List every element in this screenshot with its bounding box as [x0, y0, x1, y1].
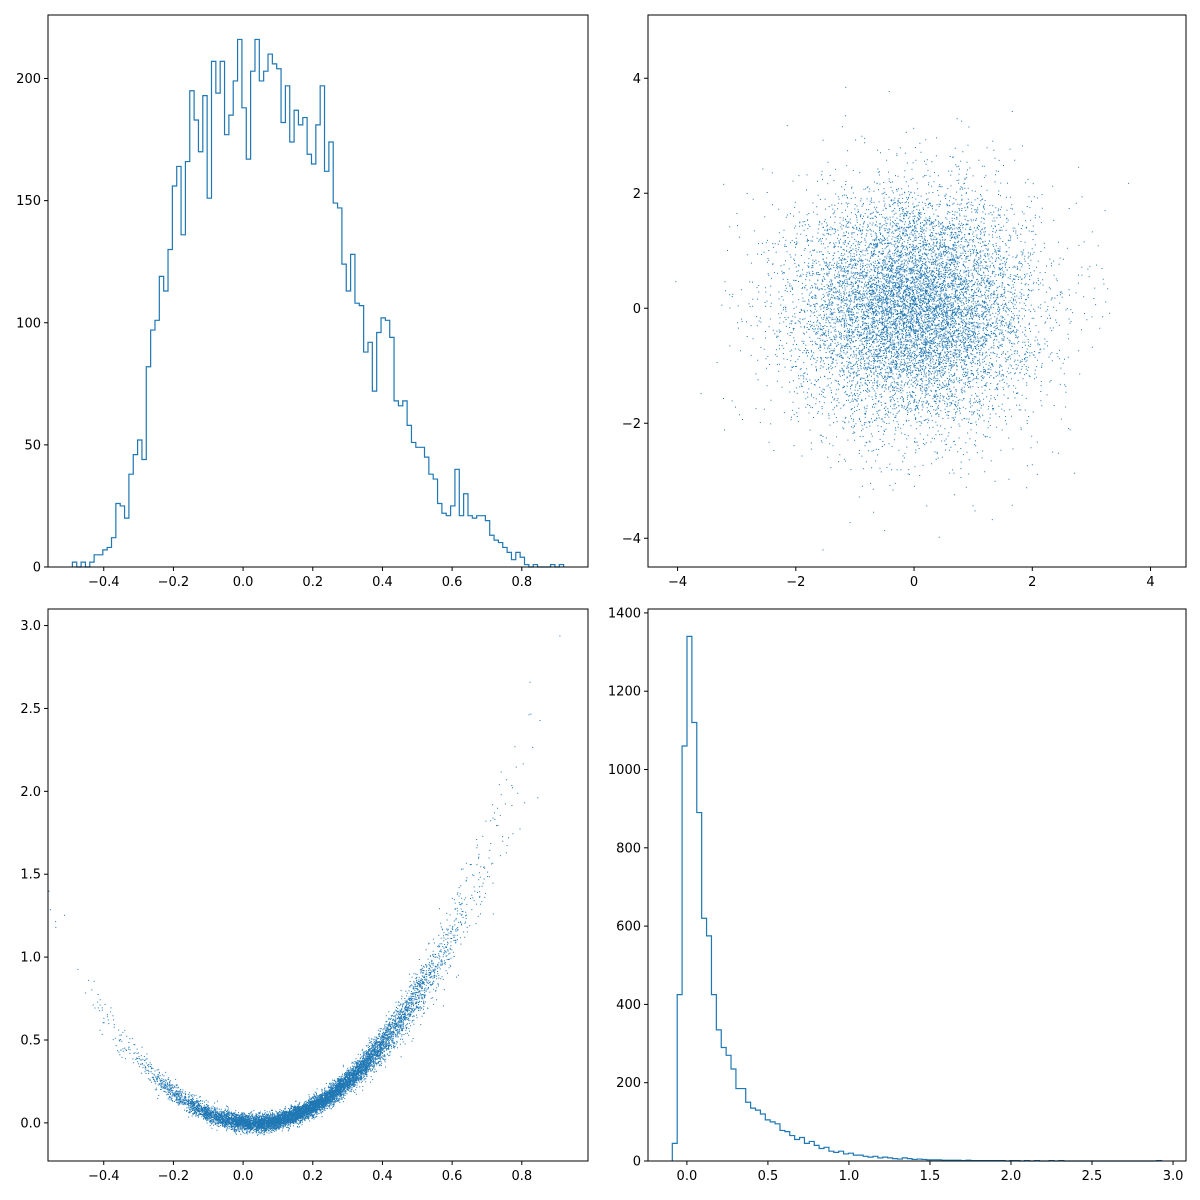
bottom-left-ytick-label: 1.0 — [20, 951, 41, 966]
top-left-xtick-label: 0.6 — [442, 575, 463, 590]
top-right-xtick-label: 2 — [1028, 575, 1036, 590]
bottom-right-axes-frame — [647, 608, 1187, 1162]
bottom-right-ytick-label: 1200 — [608, 685, 641, 700]
top-left-ytick-label: 0 — [33, 561, 41, 576]
top-right-ytick-label: −4 — [622, 532, 641, 547]
top-left-ytick-label: 200 — [16, 72, 41, 87]
bottom-right-ytick-label: 600 — [616, 920, 641, 935]
bottom-right-ytick-label: 1400 — [608, 606, 641, 621]
bottom-left-ytick-label: 2.0 — [20, 785, 41, 800]
top-left-ytick-label: 50 — [24, 438, 41, 453]
bottom-right-xtick-label: 2.0 — [1001, 1169, 1022, 1184]
top-right-ytick-label: 2 — [633, 187, 641, 202]
bottom-left-xtick-label: −0.4 — [88, 1169, 120, 1184]
top-right-scatter: −4 −2 0 2 4 −4 −2 0 2 4 — [622, 14, 1187, 590]
top-left-xtick-label: 0.8 — [511, 575, 532, 590]
top-right-xtick-label: −4 — [668, 575, 687, 590]
bottom-right-ytick-label: 0 — [633, 1155, 641, 1170]
bottom-right-xtick-label: 1.5 — [920, 1169, 941, 1184]
top-left-ytick-label: 150 — [16, 194, 41, 209]
bottom-right-ytick-label: 200 — [616, 1076, 641, 1091]
top-right-xtick-label: 0 — [910, 575, 918, 590]
top-right-axes-frame — [647, 14, 1187, 568]
top-left-ytick-label: 100 — [16, 316, 41, 331]
bottom-right-ytick-label: 800 — [616, 841, 641, 856]
bottom-left-xtick-label: 0.2 — [302, 1169, 323, 1184]
bottom-left-xtick-label: 0.4 — [372, 1169, 393, 1184]
top-right-ytick-label: 4 — [633, 72, 641, 87]
bottom-right-xtick-label: 3.0 — [1163, 1169, 1184, 1184]
top-left-histogram: −0.4 −0.2 0.0 0.2 0.4 0.6 0.8 0 50 100 150 200 — [16, 14, 589, 590]
top-right-xtick-label: −2 — [786, 575, 805, 590]
bottom-left-xtick-label: −0.2 — [158, 1169, 190, 1184]
bottom-right-ytick-label: 400 — [616, 998, 641, 1013]
top-left-xtick-label: 0.4 — [372, 575, 393, 590]
bottom-left-ytick-label: 3.0 — [20, 619, 41, 634]
bottom-right-xtick-label: 2.5 — [1082, 1169, 1103, 1184]
top-right-scatter-points — [675, 86, 1130, 551]
top-left-histogram-step-line — [71, 38, 565, 568]
top-left-xtick-label: −0.2 — [158, 575, 190, 590]
top-right-xtick-label: 4 — [1146, 575, 1154, 590]
bottom-right-xtick-label: 0.0 — [677, 1169, 698, 1184]
bottom-right-xtick-label: 1.0 — [839, 1169, 860, 1184]
bottom-left-scatter: −0.4 −0.2 0.0 0.2 0.4 0.6 0.8 0.0 0.5 1.0 1.5 2.0 2… — [20, 608, 589, 1184]
bottom-left-ytick-label: 2.5 — [20, 702, 41, 717]
top-right-ytick-label: 0 — [633, 302, 641, 317]
top-left-xtick-label: 0.2 — [302, 575, 323, 590]
top-right-ytick-label: −2 — [622, 417, 641, 432]
bottom-left-ytick-label: 0.5 — [20, 1033, 41, 1048]
top-left-xtick-label: −0.4 — [88, 575, 120, 590]
bottom-right-xtick-label: 0.5 — [758, 1169, 779, 1184]
bottom-left-xtick-label: 0.6 — [442, 1169, 463, 1184]
bottom-left-ytick-label: 0.0 — [20, 1116, 41, 1131]
bottom-right-histogram: 0.0 0.5 1.0 1.5 2.0 2.5 3.0 0 200 400 600 800 1000 1… — [608, 606, 1187, 1184]
bottom-left-xtick-label: 0.0 — [233, 1169, 254, 1184]
bottom-left-axes-frame — [47, 608, 589, 1162]
bottom-left-xtick-label: 0.8 — [511, 1169, 532, 1184]
bottom-right-ytick-label: 1000 — [608, 763, 641, 778]
bottom-left-ytick-label: 1.5 — [20, 868, 41, 883]
top-left-xtick-label: 0.0 — [233, 575, 254, 590]
top-left-axes-frame — [47, 14, 589, 568]
